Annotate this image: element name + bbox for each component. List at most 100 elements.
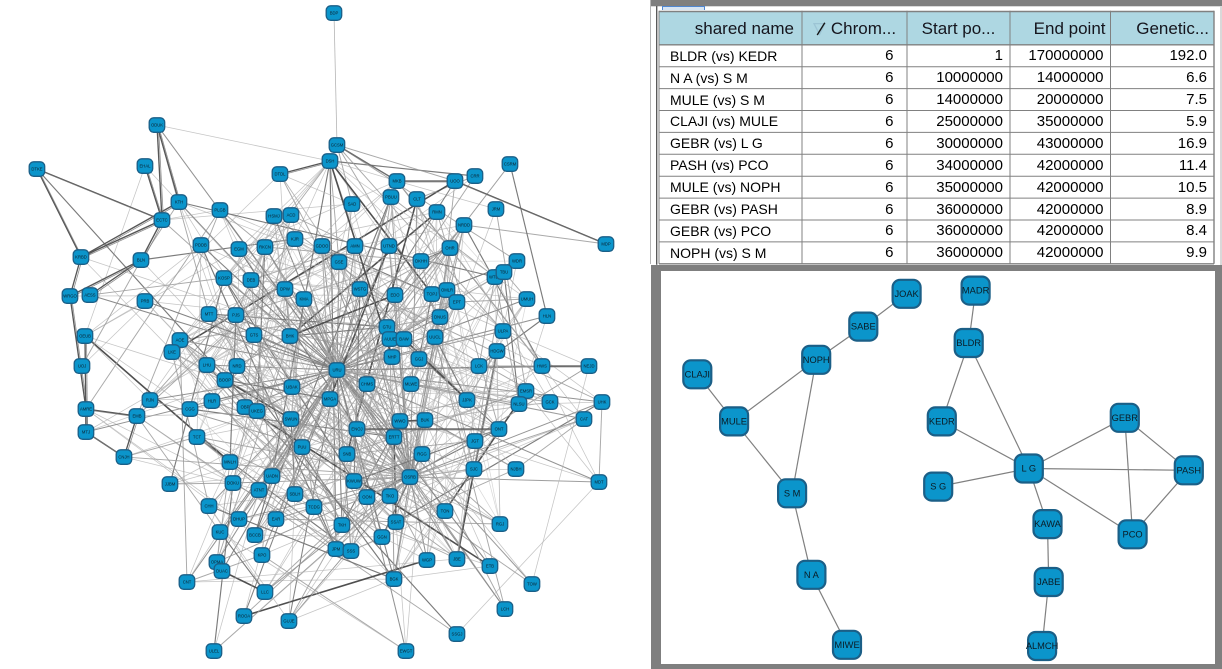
svg-text:OON: OON	[362, 495, 372, 500]
svg-text:AMRE: AMRE	[80, 407, 92, 412]
svg-text:SBLH: SBLH	[290, 492, 301, 497]
svg-text:SABE: SABE	[851, 322, 876, 332]
svg-text:AESS: AESS	[84, 293, 95, 298]
svg-text:S G: S G	[930, 482, 946, 492]
svg-text:CHMS: CHMS	[361, 382, 374, 387]
svg-text:LCK: LCK	[475, 364, 483, 369]
svg-text:GEBR: GEBR	[1112, 413, 1139, 423]
svg-text:CLT: CLT	[413, 197, 421, 202]
svg-text:HDGW: HDGW	[490, 349, 503, 354]
svg-text:MTT: MTT	[205, 312, 214, 317]
svg-text:ALMCH: ALMCH	[1026, 641, 1059, 651]
svg-text:MULE: MULE	[721, 416, 747, 426]
svg-text:WWO: WWO	[394, 419, 406, 424]
svg-text:GCSM: GCSM	[331, 143, 344, 148]
svg-text:ECTC: ECTC	[156, 218, 167, 223]
svg-text:BUK: BUK	[421, 418, 430, 423]
svg-text:OEUB: OEUB	[79, 334, 91, 339]
svg-text:PBUU: PBUU	[385, 195, 397, 200]
svg-text:LKE: LKE	[168, 350, 176, 355]
svg-text:EPT: EPT	[453, 300, 462, 305]
svg-text:RKCN: RKCN	[259, 245, 271, 250]
svg-text:SNB: SNB	[343, 452, 352, 457]
svg-text:OSRB: OSRB	[404, 475, 416, 480]
svg-text:JPM: JPM	[332, 547, 341, 552]
svg-text:KTH: KTH	[175, 200, 183, 205]
svg-text:TCT: TCT	[193, 435, 202, 440]
svg-text:NHP: NHP	[388, 355, 397, 360]
svg-text:WDR: WDR	[512, 259, 522, 264]
svg-text:WTES: WTES	[489, 275, 501, 280]
svg-text:ULEL: ULEL	[209, 649, 220, 654]
svg-text:JRM: JRM	[492, 207, 501, 212]
svg-text:MNLH: MNLH	[224, 460, 236, 465]
svg-text:DTDL: DTDL	[275, 172, 287, 177]
svg-text:ACD: ACD	[287, 213, 296, 218]
svg-text:KRBD: KRBD	[75, 255, 87, 260]
svg-text:JABE: JABE	[1037, 577, 1060, 587]
svg-text:HLN: HLN	[543, 314, 551, 319]
svg-text:OPMA: OPMA	[211, 560, 224, 565]
svg-text:PLGB: PLGB	[214, 208, 225, 213]
svg-text:KEDR: KEDR	[929, 416, 955, 426]
svg-text:AUUE: AUUE	[384, 337, 396, 342]
svg-text:EAR: EAR	[272, 517, 281, 522]
svg-text:ROOA: ROOA	[238, 614, 251, 619]
svg-text:OBP: OBP	[241, 405, 250, 410]
svg-text:KJR: KJR	[291, 237, 299, 242]
svg-text:S M: S M	[784, 488, 801, 498]
svg-text:NRDD: NRDD	[458, 223, 470, 228]
svg-text:ULPA: ULPA	[498, 329, 509, 334]
svg-text:NEJD: NEJD	[584, 364, 595, 369]
svg-text:UTND: UTND	[383, 244, 395, 249]
svg-text:DEB: DEB	[247, 278, 256, 283]
svg-text:CAT: CAT	[580, 417, 589, 422]
svg-text:PASH: PASH	[1176, 465, 1201, 475]
svg-text:DKHH: DKHH	[415, 259, 427, 264]
svg-text:EHAL: EHAL	[140, 164, 152, 169]
svg-text:HLR: HLR	[208, 399, 216, 404]
svg-text:ATNT: ATNT	[254, 488, 265, 493]
svg-text:ENOJ: ENOJ	[351, 427, 362, 432]
svg-text:UHK: UHK	[598, 400, 607, 405]
svg-text:UMUH: UMUH	[521, 297, 534, 302]
svg-text:EGM: EGM	[234, 247, 244, 252]
svg-text:MIWE: MIWE	[834, 640, 859, 650]
svg-text:WSTG: WSTG	[354, 287, 367, 292]
svg-text:GTU: GTU	[383, 325, 392, 330]
svg-text:RGJ: RGJ	[496, 522, 504, 527]
svg-text:ODUK: ODUK	[151, 123, 163, 128]
svg-text:OHR: OHR	[445, 246, 454, 251]
svg-text:JGT: JGT	[471, 439, 479, 444]
svg-text:CLAJI: CLAJI	[685, 369, 710, 379]
svg-text:KOSP: KOSP	[218, 276, 230, 281]
svg-text:ETB: ETB	[486, 564, 494, 569]
svg-text:KWUW: KWUW	[347, 479, 361, 484]
svg-text:LLC: LLC	[261, 590, 269, 595]
svg-text:MTJ: MTJ	[82, 430, 90, 435]
svg-text:TOW: TOW	[527, 582, 537, 587]
svg-text:DSH: DSH	[326, 159, 335, 164]
svg-text:NJBH: NJBH	[511, 467, 522, 472]
svg-text:DUAC: DUAC	[216, 569, 228, 574]
svg-text:SSAT: SSAT	[391, 520, 402, 525]
svg-text:ERTT: ERTT	[389, 435, 400, 440]
svg-text:CNT: CNT	[183, 580, 192, 585]
svg-text:RGG: RGG	[417, 452, 427, 457]
svg-text:KAWA: KAWA	[1034, 519, 1061, 529]
svg-text:EMB: EMB	[132, 414, 141, 419]
svg-text:TKH: TKH	[338, 523, 346, 528]
svg-text:DHUP: DHUP	[233, 517, 245, 522]
svg-text:MDT: MDT	[594, 480, 604, 485]
svg-text:RJN: RJN	[146, 398, 154, 403]
svg-text:EWGT: EWGT	[400, 649, 413, 654]
svg-text:GUJE: GUJE	[283, 619, 294, 624]
svg-text:DTKE: DTKE	[31, 167, 42, 172]
svg-text:DNUS: DNUS	[434, 315, 446, 320]
svg-text:TOPJ: TOPJ	[427, 292, 438, 297]
svg-text:UKEG: UKEG	[251, 409, 263, 414]
svg-text:SWUN: SWUN	[285, 417, 298, 422]
svg-text:UUCL: UUCL	[429, 335, 441, 340]
svg-text:BHK: BHK	[286, 334, 295, 339]
svg-text:DOKU: DOKU	[227, 481, 239, 486]
